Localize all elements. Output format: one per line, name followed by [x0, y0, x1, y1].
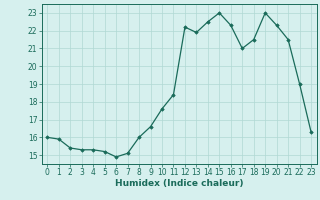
X-axis label: Humidex (Indice chaleur): Humidex (Indice chaleur): [115, 179, 244, 188]
